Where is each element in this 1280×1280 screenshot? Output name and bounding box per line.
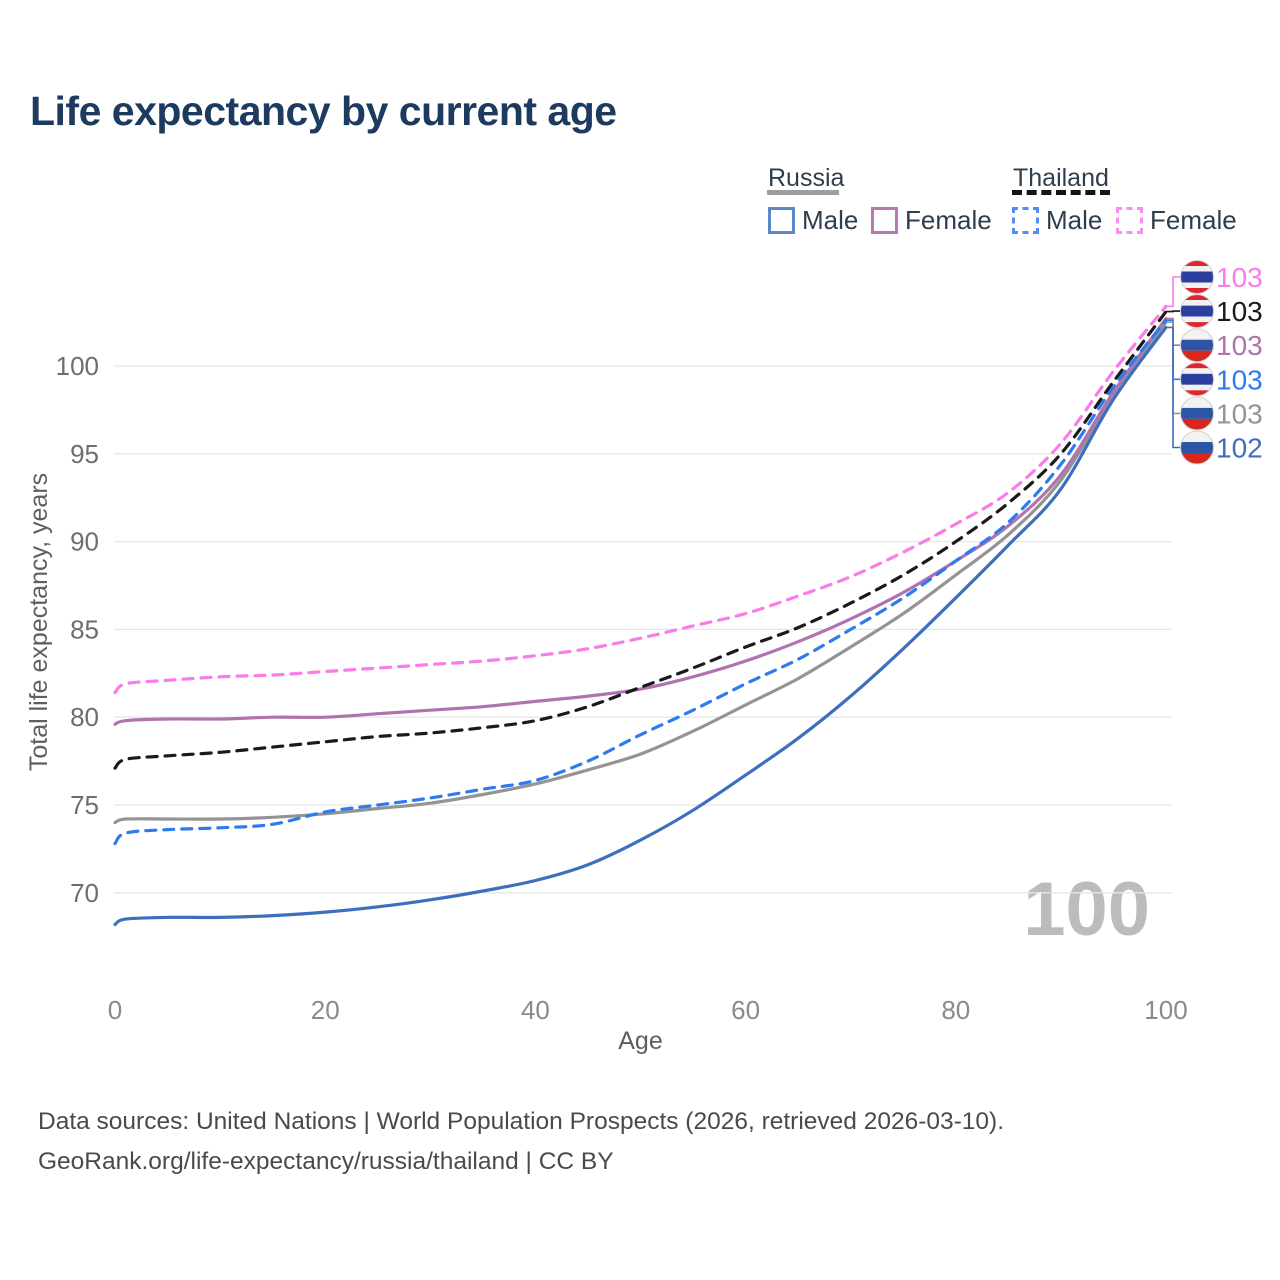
- y-tick-label: 85: [70, 614, 99, 644]
- series-russia_male[interactable]: [113, 325, 1168, 926]
- series-thailand_male[interactable]: [113, 318, 1168, 846]
- y-tick-label: 70: [70, 878, 99, 908]
- y-tick-label: 100: [56, 351, 99, 381]
- legend-item-label: Female: [1150, 205, 1237, 235]
- flag-thailand-icon: [1180, 260, 1214, 294]
- end-value-label-russia_female: 103: [1216, 330, 1263, 361]
- legend-item-label: Male: [1046, 205, 1103, 235]
- footer: Data sources: United Nations | World Pop…: [38, 1102, 1004, 1182]
- series-thailand_total[interactable]: [113, 310, 1168, 770]
- legend-thailand-underline: [1012, 190, 1110, 195]
- end-value-label-thailand_female: 103: [1216, 262, 1263, 293]
- legend-item-label: Male: [802, 205, 859, 235]
- footer-data-sources: Data sources: United Nations | World Pop…: [38, 1108, 1005, 1135]
- legend-swatch-russia-female: [871, 207, 898, 234]
- x-tick-label: 0: [108, 995, 122, 1025]
- end-connector-russia_male: [1166, 326, 1180, 449]
- legend-item-thailand-male[interactable]: Male: [1012, 205, 1102, 236]
- series-russia_total[interactable]: [113, 320, 1168, 825]
- end-value-label-russia_male: 102: [1216, 433, 1263, 464]
- x-tick-label: 40: [521, 995, 550, 1025]
- flag-russia-icon: [1180, 430, 1214, 465]
- legend-item-russia-female[interactable]: Female: [871, 205, 992, 236]
- footer-attribution: GeoRank.org/life-expectancy/russia/thail…: [38, 1148, 614, 1175]
- end-connector-thailand_female: [1166, 276, 1180, 308]
- legend-swatch-thailand-male: [1012, 207, 1039, 234]
- x-tick-label: 100: [1144, 995, 1187, 1025]
- legend-swatch-russia-male: [768, 207, 795, 234]
- y-axis-label: Total life expectancy, years: [25, 473, 53, 771]
- legend-russia-underline: [767, 190, 839, 195]
- flag-russia-icon: [1180, 328, 1214, 363]
- end-connector-thailand_total: [1166, 310, 1180, 313]
- series-thailand_female[interactable]: [113, 304, 1168, 695]
- legend-group-thailand: Thailand: [1013, 164, 1109, 192]
- legend-item-label: Female: [905, 205, 992, 235]
- y-tick-label: 90: [70, 527, 99, 557]
- end-value-label-russia_total: 103: [1216, 398, 1263, 429]
- end-value-label-thailand_total: 103: [1216, 296, 1263, 327]
- x-tick-label: 20: [311, 995, 340, 1025]
- x-axis-label: Age: [618, 1027, 662, 1055]
- legend-item-russia-male[interactable]: Male: [768, 205, 858, 236]
- end-value-label-thailand_male: 103: [1216, 364, 1263, 395]
- y-tick-label: 80: [70, 702, 99, 732]
- flag-russia-icon: [1180, 396, 1214, 431]
- x-tick-label: 80: [941, 995, 970, 1025]
- flag-thailand-icon: [1180, 294, 1214, 329]
- legend-item-thailand-female[interactable]: Female: [1116, 205, 1237, 236]
- x-tick-label: 60: [731, 995, 760, 1025]
- legend-group-russia: Russia: [768, 164, 845, 192]
- age-counter-watermark: 100: [1023, 867, 1150, 952]
- legend-swatch-thailand-female: [1116, 207, 1143, 234]
- flag-thailand-icon: [1180, 362, 1214, 397]
- y-tick-label: 95: [70, 439, 99, 469]
- y-tick-label: 75: [70, 790, 99, 820]
- page-title: Life expectancy by current age: [30, 88, 617, 134]
